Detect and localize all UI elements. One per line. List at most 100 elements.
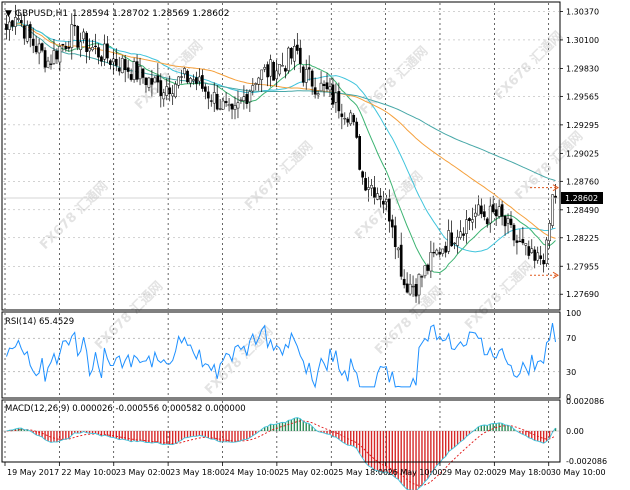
candle-body (382, 200, 385, 205)
candle-body (11, 20, 14, 27)
candle-body (358, 136, 361, 170)
candle-body (281, 65, 284, 67)
candle-body (462, 233, 465, 236)
candle-body (518, 240, 522, 243)
candle-body (536, 252, 540, 261)
candle-body (530, 248, 534, 253)
candle-body (209, 100, 213, 102)
rsi-tick-label: 100 (566, 309, 581, 318)
macd-tick-label: -0.002086 (566, 457, 607, 466)
current-price-label: 1.28602 (565, 194, 598, 203)
time-tick-label: 30 May 10:00 (551, 468, 606, 477)
candle-body (313, 87, 317, 95)
candle-body (162, 92, 166, 100)
candle-body (485, 218, 489, 225)
candle-body (361, 171, 364, 178)
candle-body (385, 199, 388, 203)
candle-body (548, 223, 551, 242)
ma-long-line (6, 24, 556, 182)
candle-body (17, 18, 20, 20)
candle-body (8, 21, 11, 30)
candle-body (195, 77, 198, 84)
price-tick-label: 1.29565 (566, 92, 599, 101)
candle-body (482, 211, 486, 217)
candle-body (242, 96, 246, 101)
candle-body (509, 218, 513, 226)
candle-body (189, 78, 192, 84)
candle-body (471, 219, 474, 223)
candle-body (512, 224, 516, 241)
candle-body (355, 121, 359, 138)
candle-body (126, 67, 130, 72)
candle-body (307, 67, 311, 70)
candle-body (109, 60, 112, 65)
candle-body (456, 236, 459, 246)
time-tick-label: 23 May 18:00 (170, 468, 225, 477)
candle-body (28, 24, 32, 39)
candle-body (488, 205, 492, 224)
candle-body (138, 65, 142, 80)
candle-body (150, 78, 154, 85)
candle-body (494, 209, 498, 217)
candle-body (444, 245, 448, 253)
header-arrow-icon[interactable]: ▼ (5, 9, 12, 19)
time-tick-label: 26 May 10:00 (388, 468, 443, 477)
watermark-text: FX678 汇通网 (492, 28, 567, 103)
candle-body (405, 283, 409, 293)
candle-body (352, 114, 356, 123)
candle-body (331, 84, 335, 105)
candle-body (114, 58, 118, 66)
candle-body (230, 103, 234, 110)
candle-body (432, 251, 436, 254)
time-tick-label: 24 May 10:00 (224, 468, 279, 477)
candle-body (180, 76, 183, 78)
candle-body (212, 92, 216, 104)
candle-body (43, 50, 47, 68)
candle-body (106, 43, 109, 59)
candle-body (25, 25, 29, 42)
candle-body (120, 58, 124, 74)
candle-body (79, 41, 83, 50)
candle-body (417, 274, 421, 296)
time-tick-label: 19 May 2017 (7, 468, 59, 477)
candle-body (141, 68, 145, 78)
candle-body (343, 117, 347, 120)
candle-body (135, 61, 139, 80)
candle-body (168, 87, 172, 95)
candle-body (239, 99, 243, 102)
time-tick-label: 29 May 18:00 (496, 468, 551, 477)
candle-body (370, 185, 373, 189)
candle-body (254, 83, 258, 85)
candle-body (233, 105, 237, 110)
candle-body (441, 248, 445, 254)
candle-body (221, 100, 225, 110)
candle-body (316, 93, 320, 96)
candle-body (533, 249, 537, 261)
candle-body (201, 75, 204, 89)
candle-body (129, 74, 133, 80)
candle-body (272, 61, 275, 81)
candle-body (123, 59, 127, 71)
price-tick-label: 1.30100 (566, 36, 599, 45)
time-tick-label: 22 May 10:00 (61, 468, 116, 477)
candle-body (186, 70, 189, 83)
candle-body (91, 47, 94, 51)
candle-body (477, 204, 480, 216)
candle-body (165, 86, 169, 96)
candle-body (506, 218, 510, 224)
price-tick-label: 1.28490 (566, 206, 599, 215)
price-tick-label: 1.29025 (566, 149, 599, 158)
main-pane-frame (1, 1, 561, 311)
candle-body (31, 38, 35, 46)
time-tick-label: 25 May 18:00 (333, 468, 388, 477)
candle-body (387, 198, 391, 222)
candle-body (67, 47, 71, 49)
candle-body (287, 47, 290, 71)
price-tick-label: 1.28225 (566, 234, 599, 243)
candle-body (61, 43, 65, 46)
candle-body (459, 231, 462, 238)
candle-body (334, 92, 338, 103)
rsi-pane-frame (1, 311, 561, 399)
candle-body (206, 91, 210, 99)
projection-arrow-icon (552, 184, 559, 192)
